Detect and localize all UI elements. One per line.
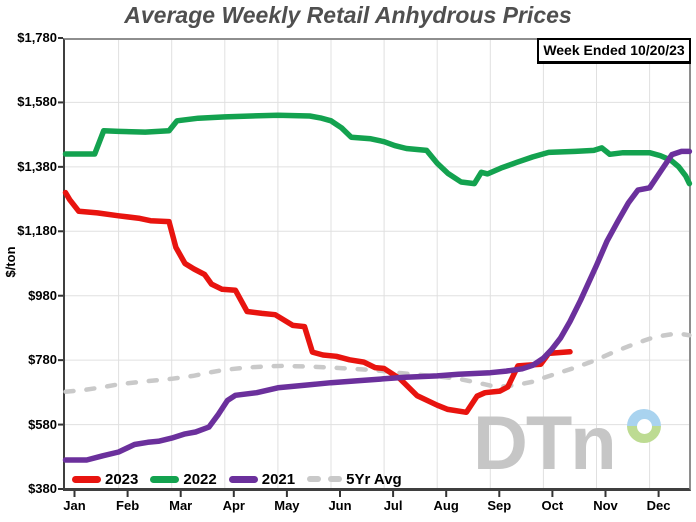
legend-item-2021: 2021	[228, 470, 296, 488]
legend-marker-icon	[72, 475, 101, 483]
x-tick-label-aug: Aug	[433, 498, 459, 513]
chart-legend: 2023 2022 2021 5Yr Avg	[72, 469, 402, 489]
x-tick-label-nov: Nov	[593, 498, 618, 513]
legend-label: 2022	[183, 470, 217, 488]
y-tick-label: $1,380	[17, 158, 57, 174]
x-tick-label-apr: Apr	[222, 498, 245, 513]
x-tick-label-jun: Jun	[328, 498, 352, 513]
y-axis-title: $/ton	[3, 246, 18, 278]
dtn-logo: DTn	[473, 401, 661, 486]
legend-item-2022: 2022	[150, 470, 217, 488]
legend-marker-icon	[307, 475, 343, 483]
x-tick-label-may: May	[274, 498, 300, 513]
legend-label: 5Yr Avg	[346, 470, 402, 488]
y-tick-label: $1,780	[17, 30, 57, 45]
y-tick-label: $780	[28, 352, 57, 368]
dtn-logo-text: DTn	[473, 401, 617, 486]
x-tick-label-jul: Jul	[383, 498, 403, 513]
legend-label: 2021	[261, 470, 296, 488]
legend-item-5yr-avg: 5Yr Avg	[307, 472, 402, 487]
x-tick-label-oct: Oct	[541, 498, 564, 513]
x-tick-label-jan: Jan	[63, 498, 86, 513]
x-tick-label-dec: Dec	[646, 498, 671, 513]
y-tick-label: $380	[28, 481, 57, 496]
dtn-logo-donut-icon	[627, 409, 661, 443]
y-tick-label: $580	[28, 416, 57, 432]
legend-label: 2023	[105, 470, 139, 488]
x-tick-label-sep: Sep	[487, 498, 512, 513]
legend-marker-icon	[150, 475, 180, 483]
x-tick-label-mar: Mar	[169, 498, 193, 513]
chart-title: Average Weekly Retail Anhydrous Prices	[124, 2, 572, 28]
y-tick-label: $1,180	[17, 223, 57, 239]
y-tick-label: $980	[28, 287, 57, 303]
x-tick-label-feb: Feb	[116, 498, 140, 513]
y-tick-label: $1,580	[17, 94, 57, 110]
legend-marker-icon	[228, 475, 258, 483]
week-ended-badge: Week Ended 10/20/23	[537, 38, 691, 64]
legend-item-2023: 2023	[72, 472, 138, 487]
